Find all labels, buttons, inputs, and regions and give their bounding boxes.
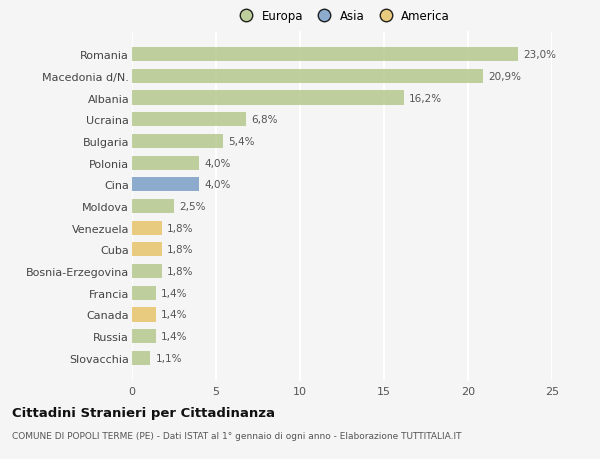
Text: 1,8%: 1,8% [167, 267, 194, 276]
Text: COMUNE DI POPOLI TERME (PE) - Dati ISTAT al 1° gennaio di ogni anno - Elaborazio: COMUNE DI POPOLI TERME (PE) - Dati ISTAT… [12, 431, 461, 441]
Bar [132, 264, 162, 279]
Text: 23,0%: 23,0% [523, 50, 556, 60]
Bar [132, 351, 151, 365]
Text: 5,4%: 5,4% [228, 137, 254, 146]
Text: 4,0%: 4,0% [204, 180, 230, 190]
Bar [132, 286, 155, 300]
Text: Cittadini Stranieri per Cittadinanza: Cittadini Stranieri per Cittadinanza [12, 406, 275, 419]
Bar [132, 330, 155, 343]
Bar [132, 113, 246, 127]
Text: 6,8%: 6,8% [251, 115, 278, 125]
Text: 4,0%: 4,0% [204, 158, 230, 168]
Bar [132, 156, 199, 170]
Bar [132, 221, 162, 235]
Text: 2,5%: 2,5% [179, 202, 206, 212]
Legend: Europa, Asia, America: Europa, Asia, America [235, 10, 449, 23]
Bar [132, 91, 404, 106]
Text: 1,4%: 1,4% [161, 310, 187, 320]
Text: 1,8%: 1,8% [167, 245, 194, 255]
Text: 16,2%: 16,2% [409, 93, 442, 103]
Bar [132, 200, 174, 213]
Text: 1,8%: 1,8% [167, 223, 194, 233]
Text: 1,4%: 1,4% [161, 288, 187, 298]
Bar [132, 308, 155, 322]
Text: 1,1%: 1,1% [155, 353, 182, 363]
Bar [132, 243, 162, 257]
Bar [132, 134, 223, 149]
Text: 1,4%: 1,4% [161, 331, 187, 341]
Bar [132, 70, 483, 84]
Bar [132, 178, 199, 192]
Bar [132, 48, 518, 62]
Text: 20,9%: 20,9% [488, 72, 521, 82]
